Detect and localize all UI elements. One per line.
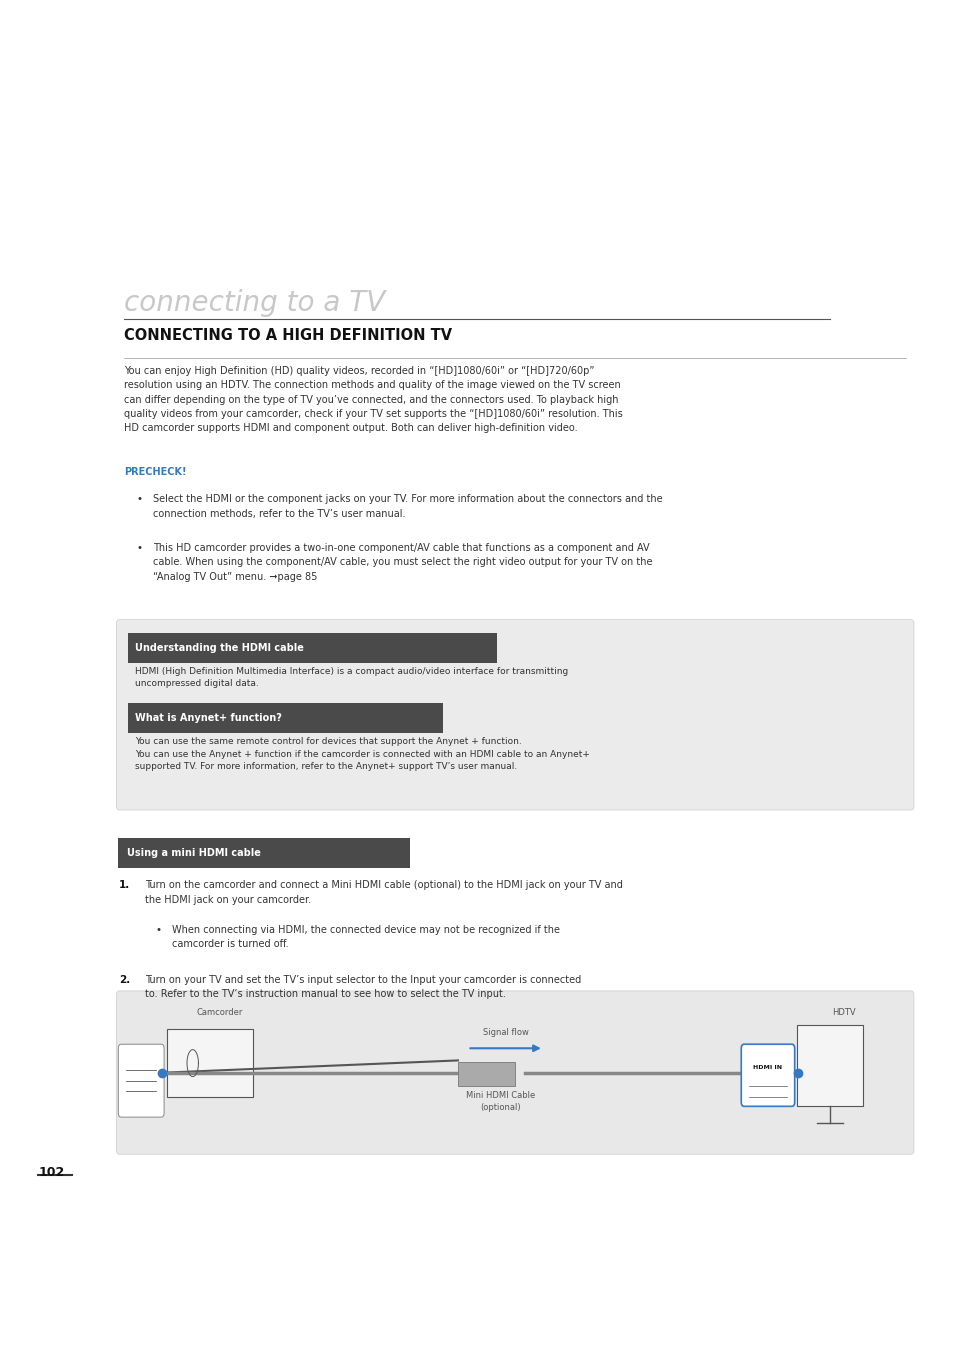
Text: Signal flow: Signal flow (482, 1029, 528, 1038)
Text: Select the HDMI or the component jacks on your TV. For more information about th: Select the HDMI or the component jacks o… (152, 494, 661, 518)
Text: 102: 102 (38, 1166, 65, 1180)
Text: 2.: 2. (119, 975, 131, 984)
Bar (457, 1062, 515, 1085)
Text: Turn on your TV and set the TV’s input selector to the Input your camcorder is c: Turn on your TV and set the TV’s input s… (145, 975, 580, 999)
Text: HDMI IN: HDMI IN (753, 1065, 781, 1069)
Bar (167, 1029, 253, 1096)
FancyBboxPatch shape (740, 1045, 794, 1107)
Text: CONNECTING TO A HIGH DEFINITION TV: CONNECTING TO A HIGH DEFINITION TV (124, 328, 452, 343)
Text: •: • (155, 925, 161, 934)
Text: What is Anynet+ function?: What is Anynet+ function? (135, 713, 282, 724)
Text: This HD camcorder provides a two-in-one component/AV cable that functions as a c: This HD camcorder provides a two-in-one … (152, 543, 652, 582)
Text: Mini HDMI Cable
(optional): Mini HDMI Cable (optional) (466, 1092, 535, 1112)
FancyBboxPatch shape (118, 838, 409, 868)
Text: Understanding the HDMI cable: Understanding the HDMI cable (135, 643, 304, 653)
Text: Turn on the camcorder and connect a Mini HDMI cable (optional) to the HDMI jack : Turn on the camcorder and connect a Mini… (145, 880, 622, 905)
Text: connecting to a TV: connecting to a TV (124, 289, 385, 317)
FancyBboxPatch shape (116, 991, 913, 1154)
FancyBboxPatch shape (118, 1045, 164, 1118)
Text: Camcorder: Camcorder (196, 1008, 242, 1018)
Text: You can use the same remote control for devices that support the Anynet + functi: You can use the same remote control for … (135, 737, 590, 771)
Text: HDTV: HDTV (832, 1008, 855, 1018)
Text: PRECHECK!: PRECHECK! (124, 467, 187, 477)
Text: You can enjoy High Definition (HD) quality videos, recorded in “[HD]1080/60i” or: You can enjoy High Definition (HD) quali… (124, 366, 622, 433)
Bar (796, 1026, 862, 1107)
Text: HDMI (High Definition Multimedia Interface) is a compact audio/video interface f: HDMI (High Definition Multimedia Interfa… (135, 667, 568, 688)
FancyBboxPatch shape (128, 633, 497, 663)
Text: Using a mini HDMI cable: Using a mini HDMI cable (127, 848, 260, 859)
Text: •: • (136, 543, 142, 552)
Text: 1.: 1. (119, 880, 131, 890)
Text: When connecting via HDMI, the connected device may not be recognized if the
camc: When connecting via HDMI, the connected … (172, 925, 559, 949)
FancyBboxPatch shape (128, 703, 442, 733)
Text: •: • (136, 494, 142, 504)
FancyBboxPatch shape (116, 620, 913, 810)
